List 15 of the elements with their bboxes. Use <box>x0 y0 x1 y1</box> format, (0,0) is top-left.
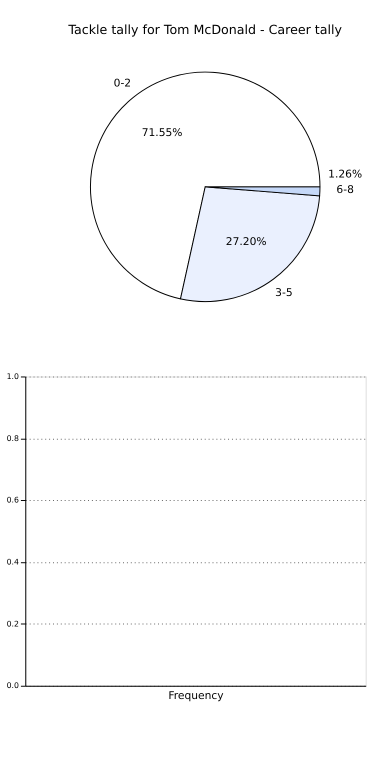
y-tick-label: 0.0 <box>6 681 20 690</box>
y-tick-label: 0.4 <box>6 557 20 566</box>
slice-label: 0-2 <box>114 76 132 90</box>
y-tick-label: 0.6 <box>6 496 20 505</box>
data-label: 71.55% <box>142 126 182 140</box>
y-tick-label: 1.0 <box>6 372 20 381</box>
x-axis-title: Frequency <box>168 688 224 702</box>
y-tick-label: 0.8 <box>6 434 20 443</box>
data-label: 27.20% <box>226 235 267 248</box>
pie-slice <box>90 72 320 300</box>
slice-label: 3-5 <box>275 286 293 300</box>
y-tick-label: 0.2 <box>6 619 20 628</box>
chart-title: Tackle tally for Tom McDonald - Career tally <box>67 22 343 38</box>
slice-label: 6-8 <box>336 182 354 196</box>
data-label: 1.26% <box>328 167 362 180</box>
